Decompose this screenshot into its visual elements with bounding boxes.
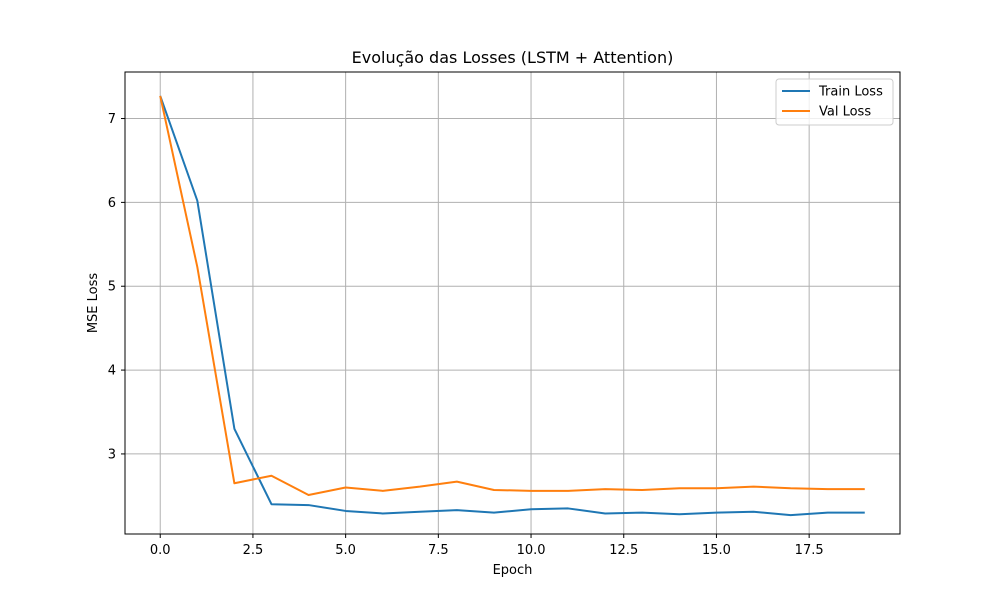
y-tick-label: 7 xyxy=(108,112,116,127)
x-tick-label: 17.5 xyxy=(795,543,824,558)
y-tick-label: 5 xyxy=(108,280,116,295)
y-axis-label: MSE Loss xyxy=(86,273,101,334)
x-tick-label: 15.0 xyxy=(702,543,731,558)
chart-title: Evolução das Losses (LSTM + Attention) xyxy=(352,48,674,67)
x-tick-label: 5.0 xyxy=(335,543,356,558)
x-tick-label: 0.0 xyxy=(150,543,171,558)
legend-label-1: Val Loss xyxy=(819,105,871,120)
grid xyxy=(125,72,900,534)
y-tick-label: 6 xyxy=(108,196,116,211)
y-tick-label: 4 xyxy=(108,364,116,379)
x-tick-label: 7.5 xyxy=(428,543,449,558)
legend: Train Loss Val Loss xyxy=(775,78,894,126)
ticks: 0.0 2.5 5.0 7.5 10.0 12.5 15.0 17.5 3 4 5 6 7 xyxy=(108,112,824,558)
series-lines xyxy=(159,95,865,517)
series-line-1 xyxy=(159,95,865,497)
x-axis-label: Epoch xyxy=(493,563,533,578)
series-line-0 xyxy=(159,95,865,517)
x-tick-label: 2.5 xyxy=(243,543,264,558)
x-tick-label: 10.0 xyxy=(517,543,546,558)
legend-label-0: Train Loss xyxy=(818,85,883,100)
x-tick-label: 12.5 xyxy=(609,543,638,558)
y-tick-label: 3 xyxy=(108,447,116,462)
axes-frame xyxy=(124,71,901,535)
